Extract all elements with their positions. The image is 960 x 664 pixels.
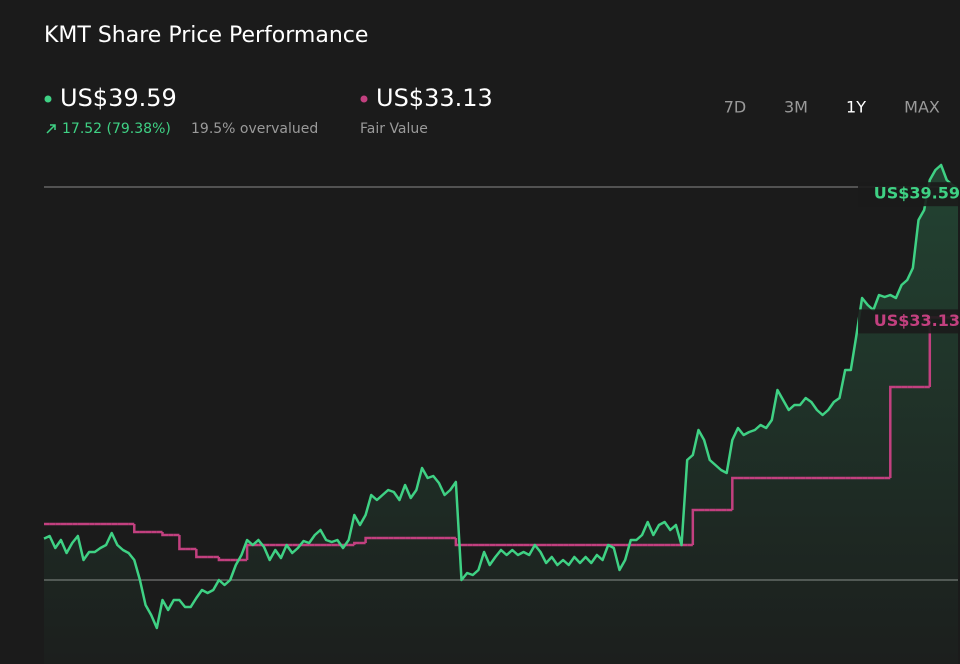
legend-label: US$33.13 <box>376 84 493 112</box>
chart-title: KMT Share Price Performance <box>44 23 368 48</box>
fair-value-step <box>364 536 372 543</box>
price-change: 17.52 (79.38%) <box>62 121 171 137</box>
end-label: US$39.59 <box>874 184 960 203</box>
fair-value-step <box>133 524 140 534</box>
fair-value-step <box>731 476 738 510</box>
fair-value-step <box>691 508 699 545</box>
range-button[interactable]: 3M <box>784 98 808 117</box>
fair-value-step <box>889 385 896 478</box>
end-label: US$33.13 <box>874 311 960 330</box>
fair-value-step <box>195 549 202 559</box>
price-line <box>43 163 959 630</box>
plot-area <box>44 165 958 664</box>
end-label-bg <box>858 182 960 207</box>
end-label-bg <box>858 309 960 334</box>
arrow-icon <box>46 124 56 134</box>
fair-value-step <box>217 557 225 562</box>
range-button[interactable]: MAX <box>904 98 940 117</box>
legend-label: US$39.59 <box>60 84 177 112</box>
legend-dot <box>44 95 52 103</box>
legend-dot <box>360 95 368 103</box>
fair-value-step <box>353 541 360 545</box>
range-button[interactable]: 7D <box>724 98 747 117</box>
fair-value-step <box>161 532 169 537</box>
fair-value-caption: Fair Value <box>360 121 428 137</box>
range-button[interactable]: 1Y <box>846 98 866 117</box>
fair-value-step <box>178 535 186 551</box>
valuation: 19.5% overvalued <box>191 121 318 137</box>
price-area <box>44 165 958 664</box>
